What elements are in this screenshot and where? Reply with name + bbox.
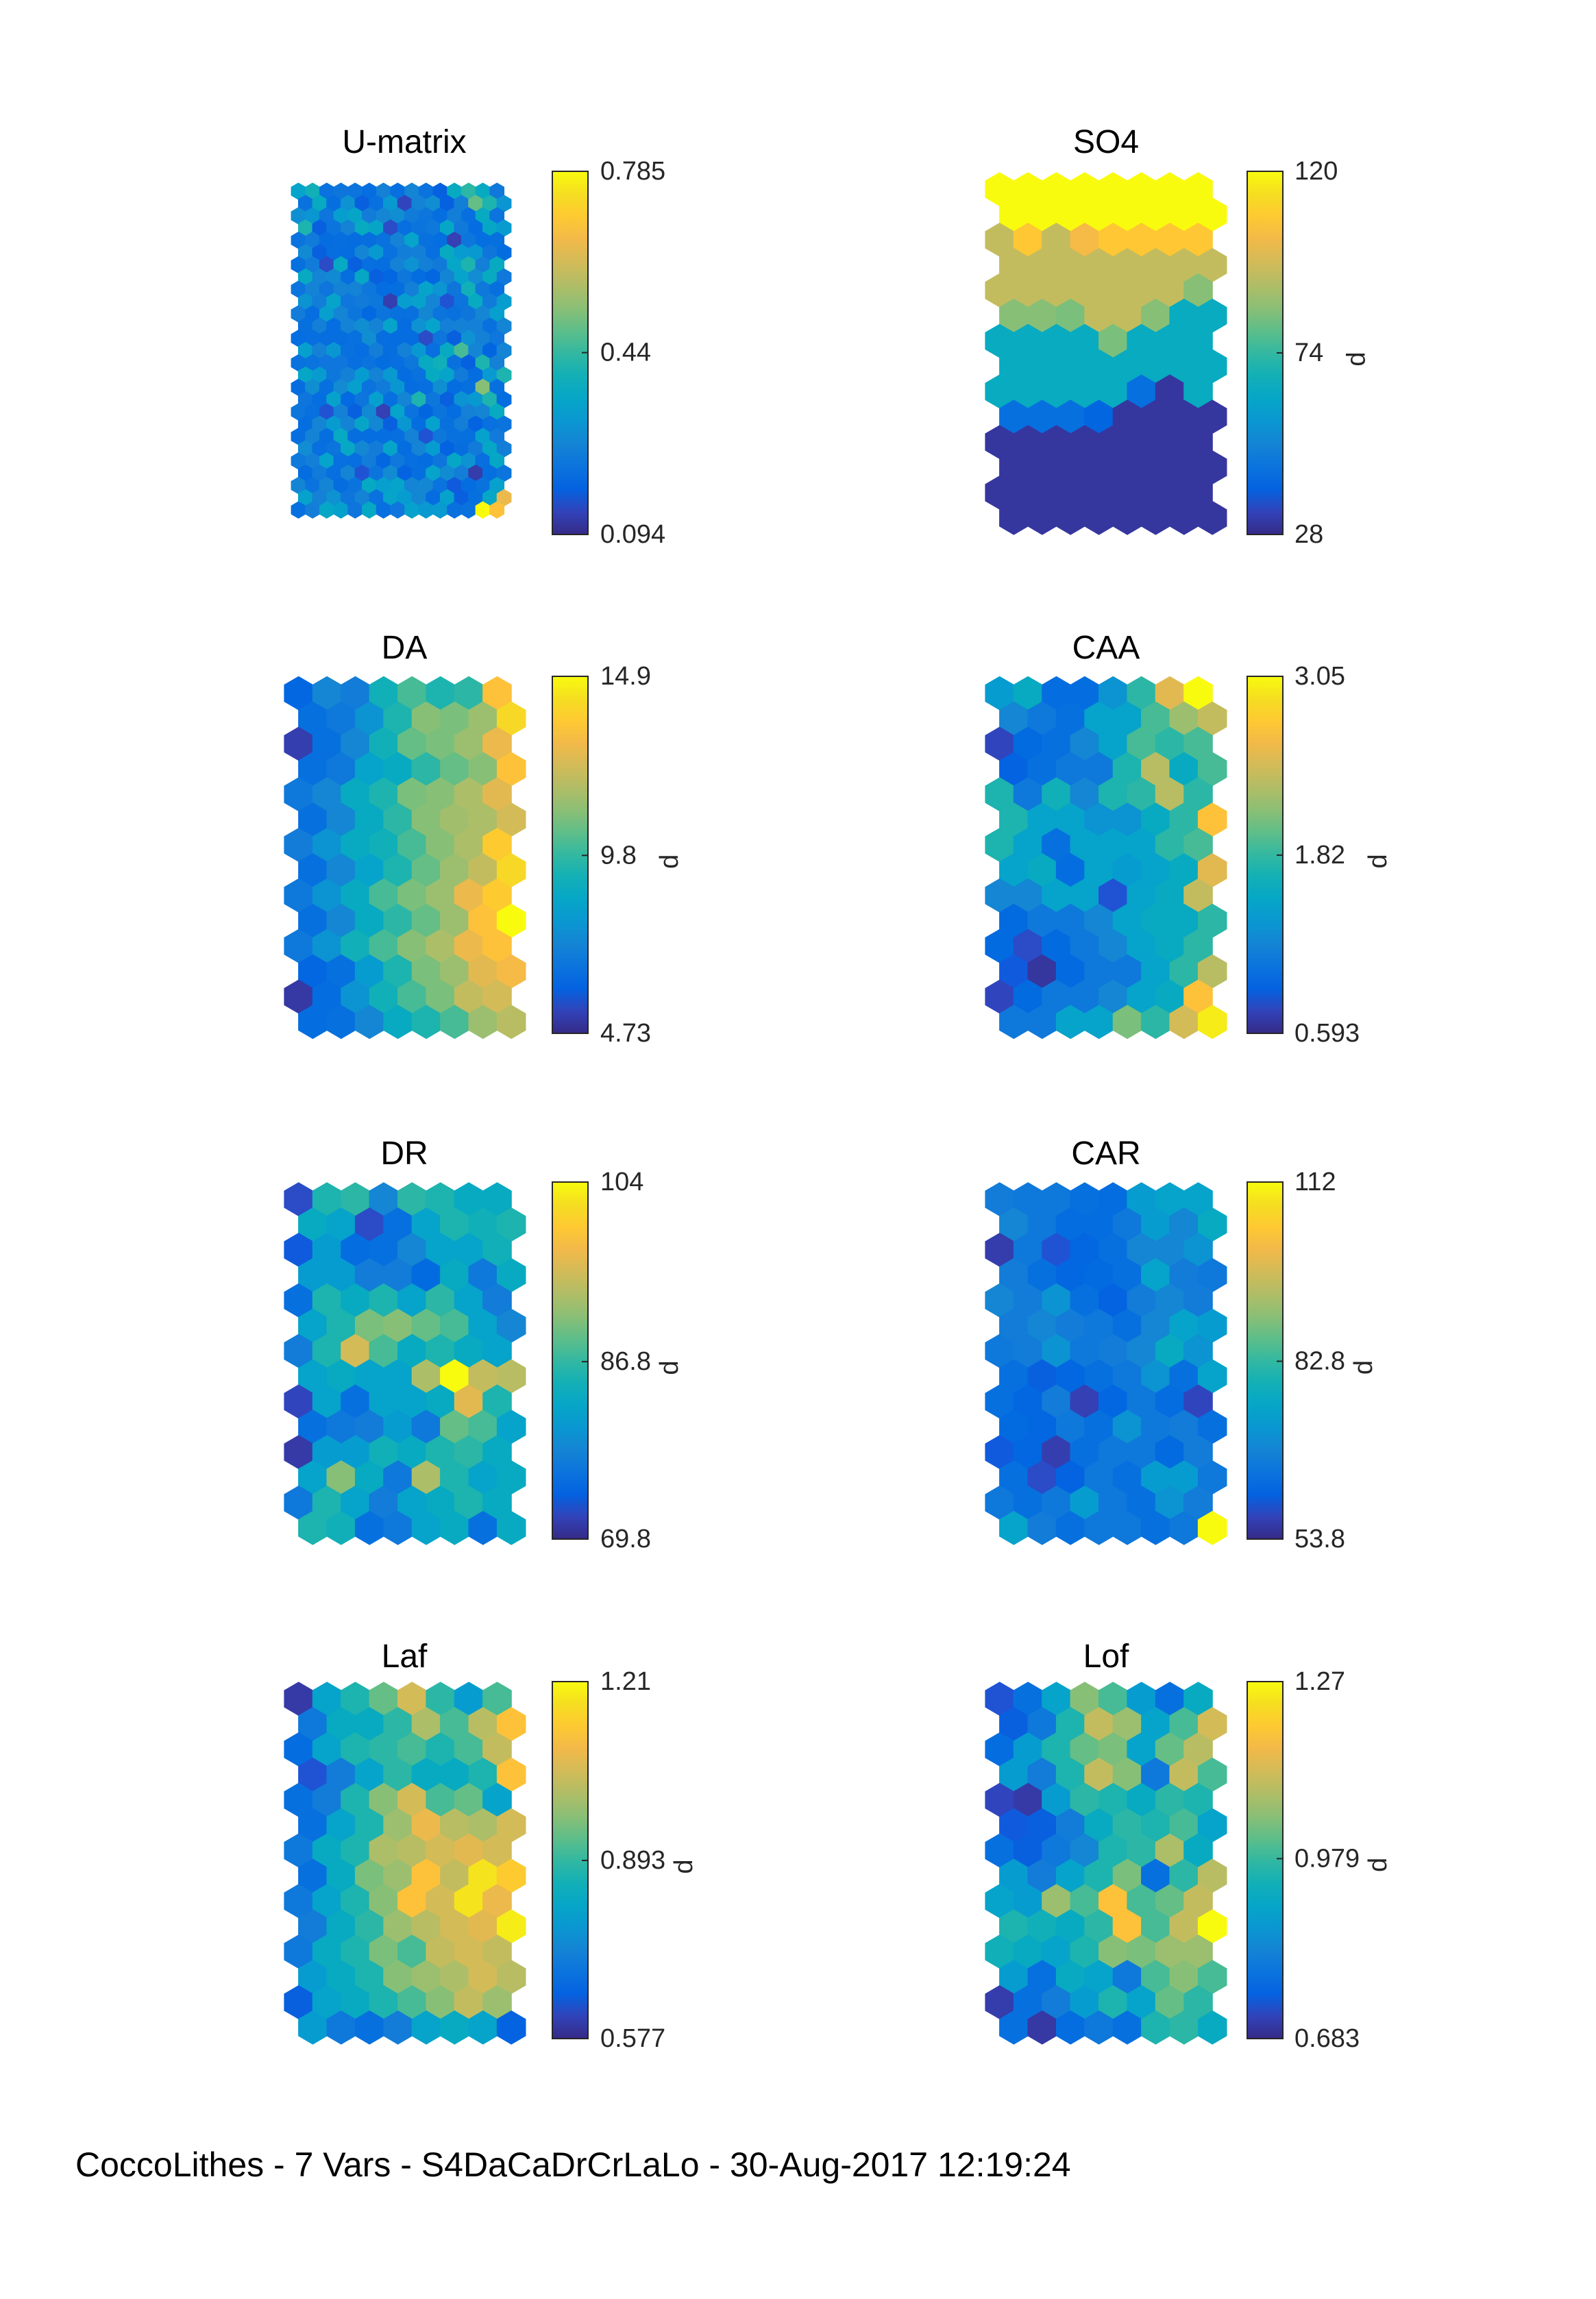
svg-text:d: d [1349,1360,1378,1375]
svg-text:9.8: 9.8 [600,841,637,870]
svg-text:0.593: 0.593 [1294,1019,1360,1048]
svg-text:74: 74 [1294,339,1323,367]
svg-text:d: d [1342,352,1371,366]
svg-text:104: 104 [600,1168,643,1196]
svg-text:CAR: CAR [1071,1135,1140,1172]
svg-text:d: d [670,1859,698,1873]
svg-text:0.979: 0.979 [1294,1844,1360,1873]
svg-text:0.683: 0.683 [1294,2024,1360,2053]
svg-text:CAA: CAA [1072,630,1140,666]
svg-text:d: d [655,855,684,869]
svg-text:d: d [1364,854,1392,868]
svg-text:CoccoLithes - 7 Vars - S4DaCaD: CoccoLithes - 7 Vars - S4DaCaDrCrLaLo - … [75,2146,1071,2184]
svg-text:120: 120 [1294,157,1338,186]
svg-text:1.21: 1.21 [600,1667,651,1696]
svg-text:1.27: 1.27 [1294,1667,1345,1696]
svg-text:82.8: 82.8 [1294,1347,1345,1376]
svg-text:86.8: 86.8 [600,1347,651,1376]
svg-text:U-matrix: U-matrix [342,124,466,160]
svg-text:DA: DA [382,630,428,666]
svg-text:SO4: SO4 [1073,124,1139,160]
svg-text:0.893: 0.893 [600,1846,665,1875]
svg-text:Lof: Lof [1083,1638,1129,1675]
svg-text:3.05: 3.05 [1294,662,1345,691]
svg-text:112: 112 [1294,1168,1336,1196]
svg-text:53.8: 53.8 [1294,1525,1345,1553]
svg-text:DR: DR [380,1135,428,1172]
svg-text:14.9: 14.9 [600,662,651,691]
svg-text:1.82: 1.82 [1294,841,1345,870]
svg-text:0.785: 0.785 [600,157,665,186]
svg-text:0.44: 0.44 [600,339,651,367]
svg-text:0.094: 0.094 [600,520,665,549]
svg-text:28: 28 [1294,520,1323,549]
svg-text:d: d [655,1361,684,1375]
svg-text:4.73: 4.73 [600,1019,651,1048]
svg-text:69.8: 69.8 [600,1525,651,1553]
svg-text:0.577: 0.577 [600,2024,665,2053]
svg-text:d: d [1364,1858,1392,1872]
svg-text:Laf: Laf [382,1638,428,1675]
